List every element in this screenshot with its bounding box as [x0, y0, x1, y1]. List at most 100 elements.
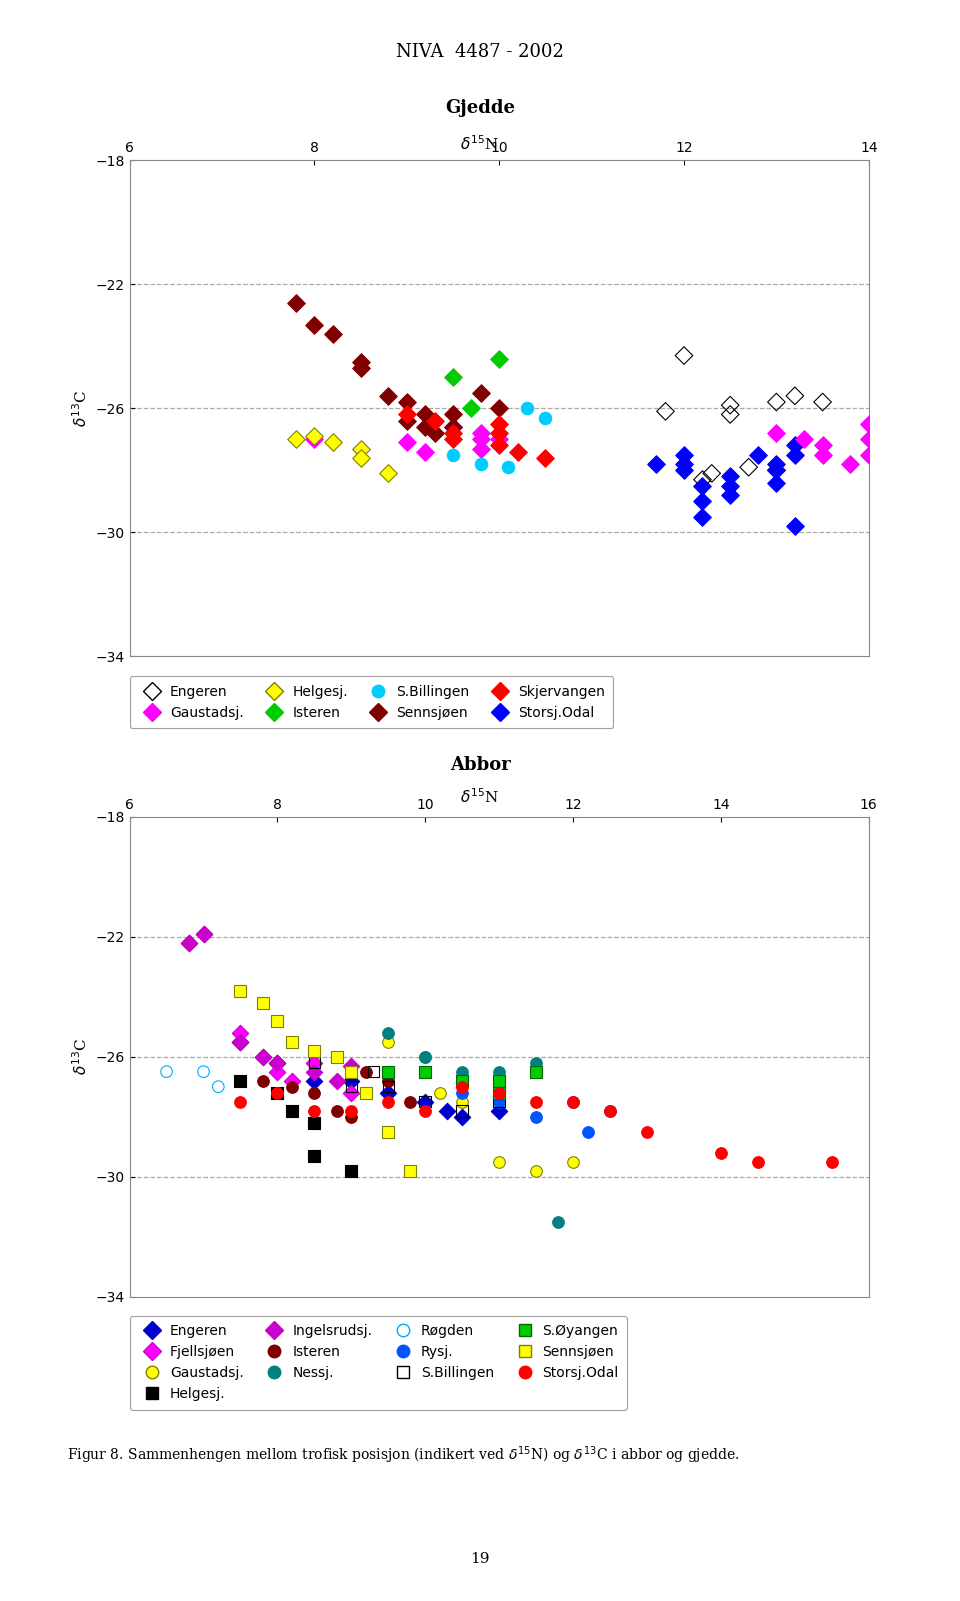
Point	[492, 1079, 507, 1105]
Point	[824, 1150, 839, 1175]
Point	[380, 1020, 396, 1045]
Point	[704, 461, 719, 487]
Point	[306, 1098, 322, 1124]
Text: $\delta^{15}$N: $\delta^{15}$N	[461, 788, 499, 807]
Point	[232, 1029, 248, 1055]
Point	[255, 1044, 271, 1069]
Point	[528, 1058, 543, 1084]
Point	[473, 426, 489, 451]
Point	[255, 989, 271, 1015]
Point	[196, 1058, 211, 1084]
Point	[284, 1068, 300, 1093]
Point	[677, 442, 692, 467]
Point	[329, 1098, 345, 1124]
Point	[403, 1158, 419, 1183]
Point	[418, 1058, 433, 1084]
Point	[358, 1058, 373, 1084]
Point	[473, 419, 489, 445]
Point	[427, 408, 443, 434]
Point	[353, 355, 369, 381]
Point	[464, 395, 479, 421]
Point	[306, 312, 322, 338]
Y-axis label: $\delta^{13}$C: $\delta^{13}$C	[71, 389, 90, 427]
Point	[232, 1020, 248, 1045]
Point	[284, 1074, 300, 1100]
Point	[306, 1109, 322, 1135]
Point	[861, 442, 876, 467]
Point	[787, 432, 803, 458]
Point	[695, 488, 710, 514]
Point	[677, 343, 692, 368]
Text: $\delta^{15}$N: $\delta^{15}$N	[461, 134, 499, 154]
Point	[492, 1079, 507, 1105]
Point	[270, 1050, 285, 1076]
Point	[492, 346, 507, 371]
Point	[232, 978, 248, 1004]
Point	[492, 419, 507, 445]
Point	[181, 930, 197, 956]
Point	[232, 1089, 248, 1114]
Point	[399, 402, 415, 427]
Point	[403, 1089, 419, 1114]
Point	[306, 1058, 322, 1084]
Point	[551, 1209, 566, 1234]
Point	[440, 1098, 455, 1124]
Point	[492, 426, 507, 451]
Point	[445, 426, 461, 451]
Point	[344, 1058, 359, 1084]
Text: Abbor: Abbor	[449, 756, 511, 773]
Point	[284, 1029, 300, 1055]
Point	[454, 1079, 469, 1105]
Point	[306, 426, 322, 451]
Point	[306, 1050, 322, 1076]
Point	[344, 1098, 359, 1124]
Point	[769, 471, 784, 496]
Legend: Engeren, Gaustadsj., Helgesj., Isteren, S.Billingen, Sennsjøen, Skjervangen, Sto: Engeren, Gaustadsj., Helgesj., Isteren, …	[130, 676, 613, 728]
Point	[380, 383, 396, 408]
Point	[399, 429, 415, 455]
Point	[713, 1140, 729, 1166]
Point	[380, 1089, 396, 1114]
Point	[492, 411, 507, 437]
Point	[565, 1150, 581, 1175]
Point	[445, 419, 461, 445]
Point	[418, 439, 433, 464]
Point	[815, 432, 830, 458]
Point	[445, 402, 461, 427]
Point	[677, 451, 692, 477]
Point	[473, 451, 489, 477]
Point	[325, 322, 341, 347]
Point	[380, 461, 396, 487]
Point	[196, 921, 211, 946]
Point	[380, 1074, 396, 1100]
Point	[492, 395, 507, 421]
Point	[769, 458, 784, 484]
Point	[306, 1079, 322, 1105]
Point	[723, 402, 738, 427]
Point	[445, 365, 461, 391]
Point	[329, 1044, 345, 1069]
Point	[306, 1050, 322, 1076]
Point	[306, 1037, 322, 1063]
Point	[418, 1044, 433, 1069]
Y-axis label: $\delta^{13}$C: $\delta^{13}$C	[71, 1037, 90, 1076]
Point	[639, 1119, 655, 1145]
Point	[649, 451, 664, 477]
Point	[492, 1068, 507, 1093]
Point	[492, 1058, 507, 1084]
Point	[325, 429, 341, 455]
Point	[399, 408, 415, 434]
Point	[366, 1058, 381, 1084]
Point	[344, 1053, 359, 1079]
Point	[695, 467, 710, 493]
Point	[677, 458, 692, 484]
Point	[432, 1079, 447, 1105]
Point	[454, 1098, 469, 1124]
Point	[492, 1150, 507, 1175]
Text: Gjedde: Gjedde	[445, 99, 515, 117]
Point	[255, 1044, 271, 1069]
Point	[270, 1009, 285, 1034]
Point	[454, 1103, 469, 1129]
Point	[399, 389, 415, 415]
Point	[353, 435, 369, 461]
